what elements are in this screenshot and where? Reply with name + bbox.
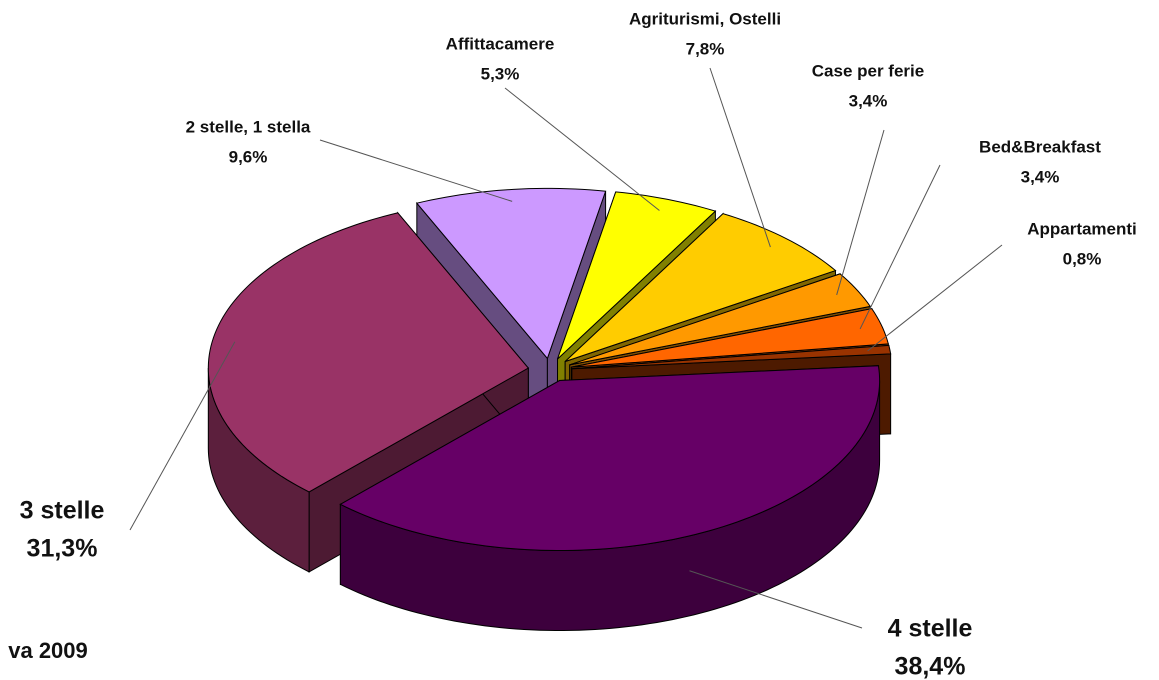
value-label: 31,3% bbox=[27, 535, 98, 563]
category-label: Agriturismi, Ostelli bbox=[629, 9, 781, 28]
slice bbox=[339, 365, 881, 552]
value-label: 38,4% bbox=[895, 653, 966, 680]
value-label: 5,3% bbox=[481, 64, 520, 83]
value-label: 3,4% bbox=[849, 91, 888, 110]
leader-line bbox=[859, 164, 941, 330]
leader-line bbox=[319, 139, 513, 202]
value-label: 7,8% bbox=[686, 39, 725, 58]
slice bbox=[571, 344, 892, 370]
category-label: Affittacamere bbox=[446, 34, 555, 53]
category-label: Bed&Breakfast bbox=[979, 137, 1101, 156]
annotation: va 2009 bbox=[8, 638, 88, 663]
slice bbox=[569, 273, 872, 366]
leader-line bbox=[709, 67, 771, 248]
category-label: 2 stelle, 1 stella bbox=[186, 117, 311, 136]
slice bbox=[564, 213, 837, 363]
leader-line bbox=[836, 129, 885, 296]
value-label: 9,6% bbox=[229, 147, 268, 166]
slice bbox=[557, 191, 717, 360]
leader-line bbox=[129, 341, 236, 531]
slice bbox=[571, 308, 889, 368]
category-label: Case per ferie bbox=[812, 61, 924, 80]
category-label: 3 stelle bbox=[20, 497, 105, 525]
leader-line bbox=[504, 87, 660, 211]
category-label: 4 stelle bbox=[888, 615, 973, 643]
leader-line bbox=[689, 570, 863, 629]
slice bbox=[415, 187, 607, 360]
value-label: 3,4% bbox=[1021, 167, 1060, 186]
leader-line bbox=[867, 244, 1003, 352]
value-label: 0,8% bbox=[1063, 249, 1102, 268]
slice bbox=[207, 212, 530, 493]
category-label: Appartamenti bbox=[1027, 219, 1137, 238]
